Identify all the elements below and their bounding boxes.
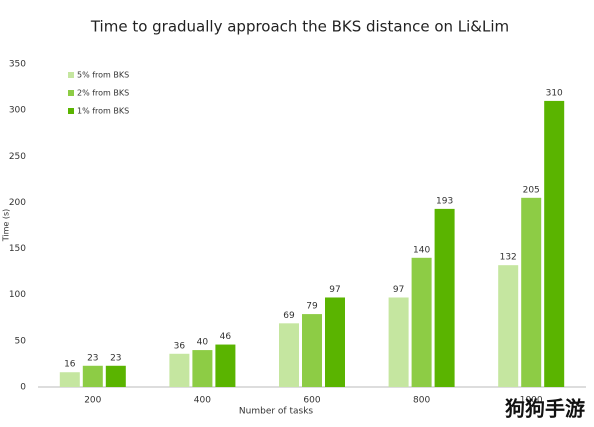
y-tick-label: 250	[9, 152, 26, 162]
legend-label: 2% from BKS	[77, 89, 129, 98]
legend-label: 1% from BKS	[77, 107, 129, 116]
chart-title: Time to gradually approach the BKS dista…	[90, 18, 509, 36]
value-label: 40	[197, 338, 209, 348]
bar	[279, 323, 299, 387]
value-label: 23	[87, 353, 98, 363]
y-tick-label: 300	[9, 106, 26, 116]
value-label: 69	[283, 311, 295, 321]
value-label: 97	[329, 285, 340, 295]
x-axis-title: Number of tasks	[239, 407, 313, 417]
legend-swatch	[68, 108, 74, 114]
x-tick-label: 800	[413, 396, 430, 406]
value-label: 193	[436, 196, 453, 206]
legend-swatch	[68, 72, 74, 78]
bar	[302, 314, 322, 387]
y-tick-label: 150	[9, 244, 26, 254]
bar	[192, 350, 213, 387]
value-label: 97	[393, 285, 404, 295]
watermark: 狗狗手游	[505, 397, 585, 421]
x-tick-label: 1000	[520, 396, 543, 406]
bar	[388, 297, 409, 387]
x-tick-label: 200	[84, 396, 101, 406]
value-label: 36	[174, 341, 186, 351]
y-axis-title: Time (s)	[2, 209, 11, 243]
bar	[434, 208, 455, 387]
value-label: 205	[523, 185, 540, 195]
value-label: 140	[413, 245, 430, 255]
x-tick-label: 400	[194, 396, 211, 406]
bar	[498, 265, 519, 387]
bar	[169, 353, 190, 387]
bar	[544, 100, 565, 388]
y-tick-label: 0	[20, 383, 26, 393]
bar	[82, 365, 103, 387]
legend-label: 5% from BKS	[77, 71, 129, 80]
bar	[215, 344, 236, 387]
bar	[59, 372, 80, 387]
y-tick-label: 350	[9, 60, 26, 70]
bar	[411, 257, 432, 387]
bar	[325, 297, 345, 387]
x-tick-label: 600	[303, 396, 320, 406]
bar	[105, 365, 126, 387]
y-tick-label: 50	[15, 336, 27, 346]
value-label: 23	[110, 353, 121, 363]
value-label: 16	[64, 360, 76, 370]
value-label: 132	[500, 253, 517, 263]
value-label: 79	[306, 302, 318, 312]
value-label: 310	[546, 88, 563, 98]
y-tick-label: 200	[9, 198, 26, 208]
y-tick-label: 100	[9, 290, 26, 300]
legend-swatch	[68, 90, 74, 96]
bar	[521, 197, 542, 387]
value-label: 46	[220, 332, 232, 342]
